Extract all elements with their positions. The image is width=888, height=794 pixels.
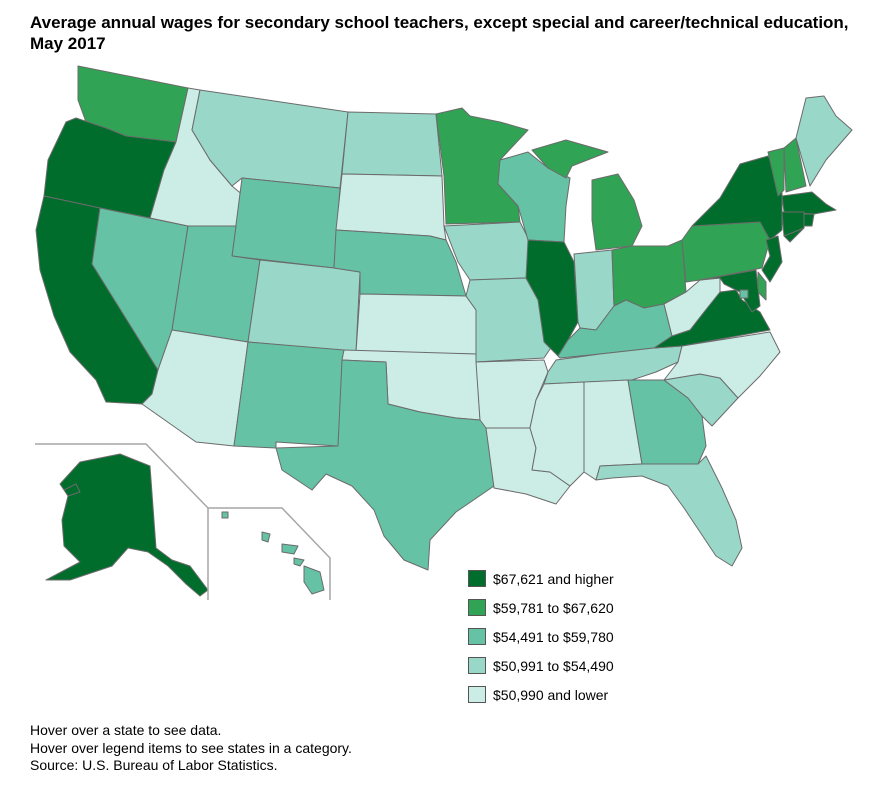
state-hawaii[interactable] (221, 511, 325, 595)
source-note: Source: U.S. Bureau of Labor Statistics. (30, 757, 278, 773)
legend-swatch-3 (468, 628, 486, 645)
state-new-mexico[interactable] (233, 341, 345, 449)
hover-state-note: Hover over a state to see data. (30, 722, 222, 738)
legend-label-4: $50,991 to $54,490 (493, 657, 614, 674)
alaska-inset-border (35, 443, 209, 600)
legend-item-3[interactable]: $54,491 to $59,780 (468, 622, 614, 651)
state-colorado[interactable] (247, 259, 361, 353)
legend: $67,621 and higher $59,781 to $67,620 $5… (468, 564, 614, 709)
state-kansas[interactable] (355, 293, 477, 355)
legend-label-5: $50,990 and lower (493, 686, 609, 703)
state-new-hampshire[interactable] (783, 137, 807, 193)
state-south-dakota[interactable] (335, 173, 447, 241)
state-maryland[interactable] (699, 269, 761, 313)
title-line-2: May 2017 (30, 34, 106, 53)
state-maine[interactable] (795, 95, 853, 187)
legend-swatch-2 (468, 599, 486, 616)
state-north-dakota[interactable] (341, 111, 443, 177)
state-rhode-island[interactable] (803, 213, 815, 227)
legend-item-5[interactable]: $50,990 and lower (468, 680, 614, 709)
state-michigan[interactable] (531, 139, 643, 251)
footer-notes: Hover over a state to see data. Hover ov… (30, 722, 352, 775)
state-connecticut[interactable] (781, 211, 805, 237)
legend-label-3: $54,491 to $59,780 (493, 628, 614, 645)
state-massachusetts[interactable] (781, 191, 837, 215)
legend-label-1: $67,621 and higher (493, 570, 614, 587)
state-texas[interactable] (275, 359, 495, 571)
legend-swatch-4 (468, 657, 486, 674)
state-wyoming[interactable] (231, 177, 341, 269)
state-north-carolina[interactable] (663, 331, 781, 399)
state-mississippi[interactable] (529, 381, 585, 487)
legend-swatch-5 (468, 686, 486, 703)
legend-label-2: $59,781 to $67,620 (493, 599, 614, 616)
state-west-virginia[interactable] (663, 277, 721, 337)
state-florida[interactable] (595, 455, 743, 567)
hawaii-inset-border (208, 507, 331, 600)
legend-swatch-1 (468, 570, 486, 587)
legend-item-1[interactable]: $67,621 and higher (468, 564, 614, 593)
title-line-1: Average annual wages for secondary schoo… (30, 13, 849, 32)
legend-item-2[interactable]: $59,781 to $67,620 (468, 593, 614, 622)
hover-legend-note: Hover over legend items to see states in… (30, 739, 352, 756)
legend-item-4[interactable]: $50,991 to $54,490 (468, 651, 614, 680)
state-new-jersey[interactable] (761, 235, 783, 283)
state-vermont[interactable] (767, 147, 785, 197)
state-district-of-columbia[interactable] (739, 289, 749, 299)
state-wisconsin[interactable] (497, 151, 571, 243)
state-alaska[interactable] (45, 453, 209, 597)
chart-title: Average annual wages for secondary schoo… (30, 12, 880, 54)
